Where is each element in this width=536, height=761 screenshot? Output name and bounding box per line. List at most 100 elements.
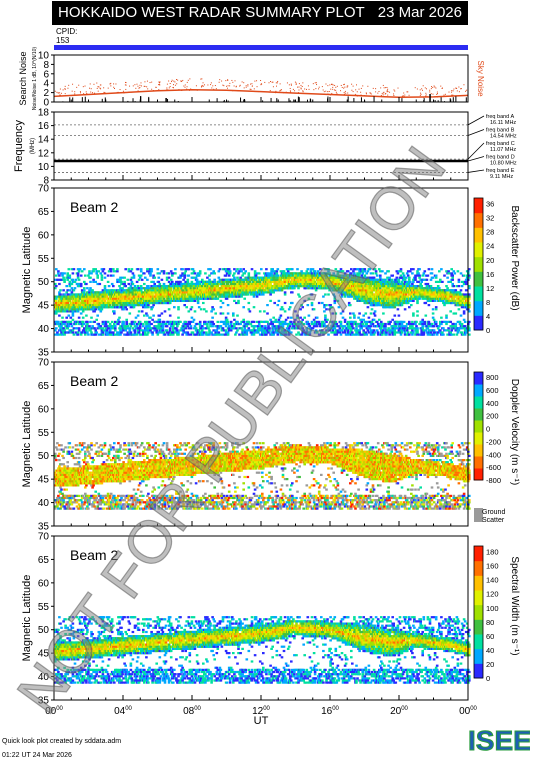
- power-cell: [216, 320, 220, 323]
- power-cell: [392, 297, 395, 300]
- power-cell: [71, 306, 75, 309]
- noise-dot: [202, 82, 204, 84]
- noise-dot: [369, 92, 371, 94]
- power-cell: [384, 291, 387, 294]
- power-cell: [139, 333, 143, 336]
- power-cell: [60, 325, 63, 328]
- noise-dot: [256, 86, 258, 88]
- power-cell: [332, 287, 335, 290]
- power-cell: [248, 291, 252, 294]
- power-cell: [184, 268, 187, 271]
- power-cell: [137, 287, 141, 290]
- power-cell: [370, 308, 374, 311]
- power-cell: [349, 325, 352, 328]
- noise-dot: [383, 91, 385, 93]
- power-cell: [99, 272, 103, 275]
- power-cell: [247, 278, 251, 281]
- power-cell: [140, 278, 144, 281]
- noise-dot: [64, 93, 66, 95]
- power-cell: [272, 278, 275, 281]
- power-cell: [252, 320, 256, 323]
- power-cell: [174, 322, 177, 326]
- noise-dot: [381, 93, 383, 95]
- power-cell: [387, 287, 390, 290]
- power-cell: [375, 285, 379, 288]
- power-cell: [105, 329, 109, 332]
- power-cell: [232, 274, 235, 277]
- power-cell: [124, 285, 127, 288]
- noise-dot: [137, 90, 139, 92]
- power-cell: [286, 270, 290, 273]
- power-cell: [67, 325, 71, 328]
- power-cell: [112, 304, 115, 307]
- noise-dot: [325, 83, 327, 85]
- power-cell: [341, 282, 345, 286]
- plot-title: HOKKAIDO WEST RADAR SUMMARY PLOT: [58, 4, 365, 21]
- noise-dot: [172, 84, 174, 86]
- power-cell: [286, 325, 290, 328]
- power-cell: [284, 331, 288, 334]
- power-cell: [317, 320, 321, 323]
- noise-dot: [426, 88, 427, 90]
- noise-dot: [294, 90, 296, 92]
- power-cell: [323, 322, 326, 326]
- power-cell: [113, 322, 116, 326]
- power-cell: [394, 295, 398, 298]
- power-cell: [148, 297, 151, 300]
- noise-dot: [99, 84, 101, 86]
- power-cell: [370, 289, 374, 292]
- noise-dot: [99, 87, 101, 89]
- power-cell: [67, 322, 71, 326]
- power-cell: [368, 268, 372, 271]
- noise-dot: [355, 93, 357, 95]
- power-cell: [393, 331, 397, 334]
- power-cell: [89, 320, 92, 323]
- power-cell: [148, 295, 151, 298]
- power-cell: [277, 299, 281, 302]
- noise-dot: [451, 94, 453, 96]
- power-cell: [165, 295, 169, 298]
- power-cell: [76, 297, 80, 300]
- noise-dot: [441, 87, 443, 89]
- power-cell: [63, 280, 66, 283]
- power-cell: [182, 329, 185, 332]
- power-cell: [307, 285, 311, 288]
- power-cell: [297, 327, 300, 330]
- noise-dot: [328, 90, 330, 92]
- power-cell: [196, 299, 200, 302]
- power-cell: [279, 314, 283, 317]
- power-cell: [368, 276, 372, 279]
- power-cell: [101, 333, 105, 336]
- power-cell: [376, 289, 380, 292]
- power-cell: [242, 318, 245, 321]
- power-cell: [68, 289, 72, 292]
- noise-dot: [435, 87, 437, 89]
- power-cell: [269, 282, 272, 286]
- power-cell: [118, 291, 121, 294]
- power-cell: [58, 314, 61, 317]
- power-cell: [61, 295, 64, 298]
- power-cell: [271, 329, 274, 332]
- power-cell: [194, 333, 198, 336]
- power-cell: [55, 327, 58, 330]
- power-cell: [208, 331, 211, 334]
- power-cell: [349, 276, 352, 279]
- power-cell: [165, 331, 169, 334]
- power-cell: [122, 289, 125, 292]
- noise-dot: [385, 92, 387, 94]
- power-cell: [397, 314, 401, 317]
- power-cell: [78, 320, 82, 323]
- power-cell: [60, 331, 63, 334]
- power-cell: [167, 322, 171, 326]
- noise-dot: [380, 87, 382, 89]
- freq-ylabel-sub: (MHz): [30, 138, 36, 154]
- noise-dot: [182, 79, 184, 81]
- power-cell: [249, 322, 253, 326]
- power-cell: [146, 278, 149, 281]
- power-cell: [341, 270, 345, 273]
- power-cell: [322, 320, 325, 323]
- power-cell: [235, 301, 238, 305]
- power-cell: [362, 295, 365, 298]
- power-cell: [54, 287, 57, 290]
- power-cell: [255, 329, 259, 332]
